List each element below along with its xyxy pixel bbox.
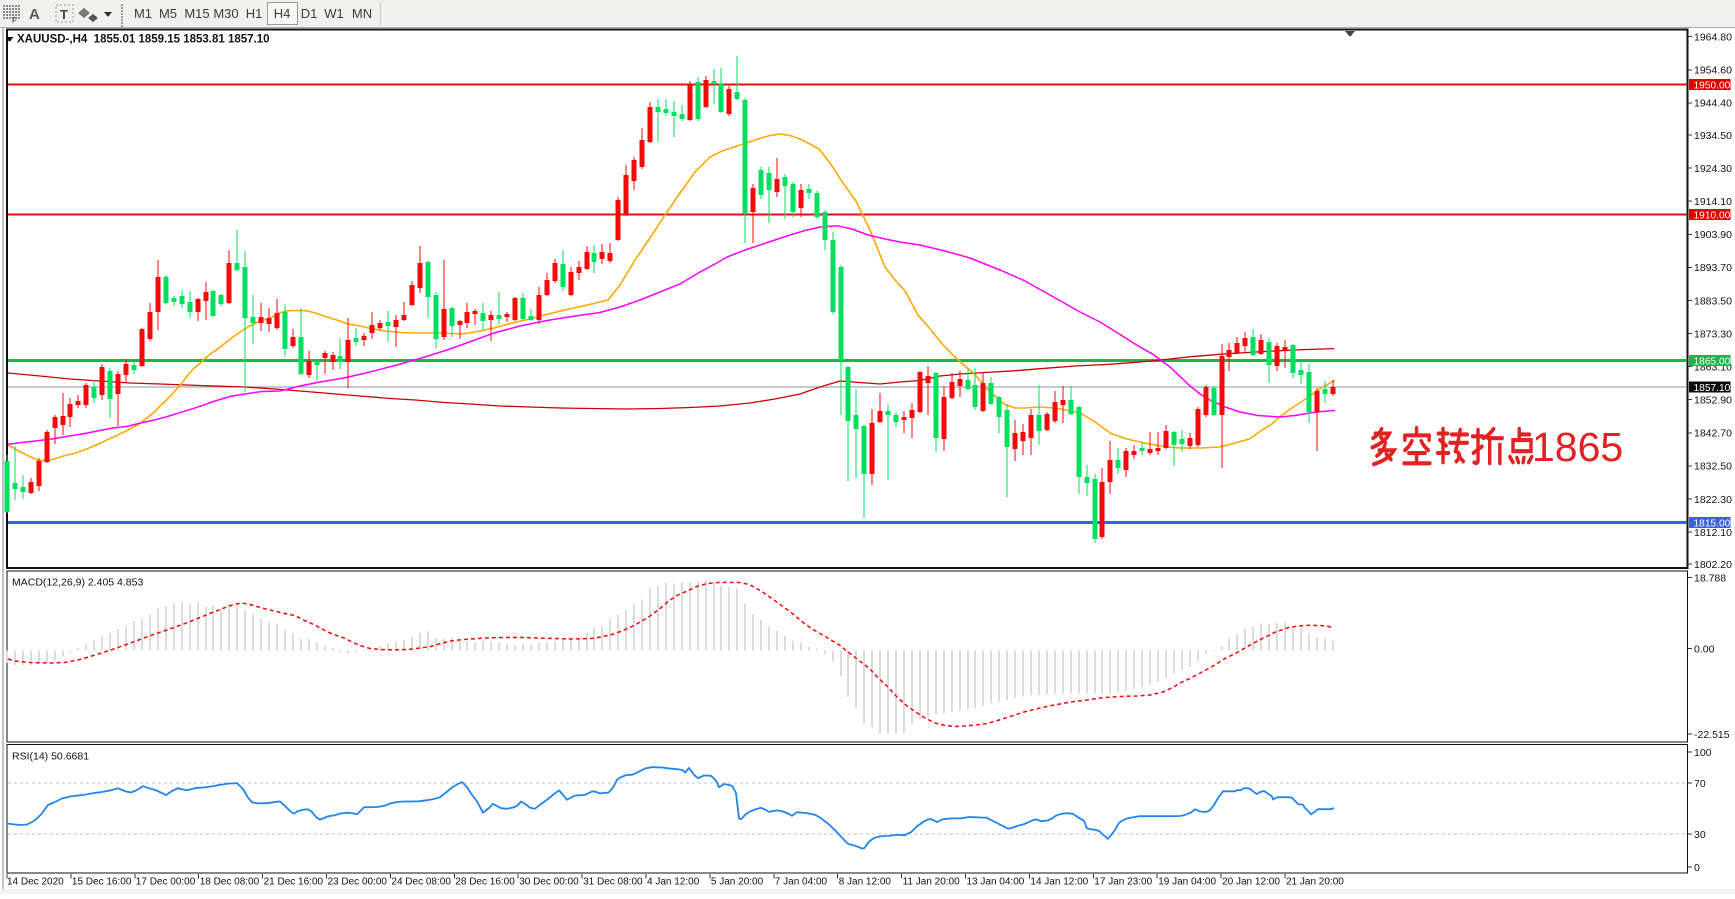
svg-text:15 Dec 16:00: 15 Dec 16:00 <box>72 877 132 888</box>
svg-text:100: 100 <box>1694 747 1712 759</box>
svg-text:M30: M30 <box>213 6 238 21</box>
svg-text:M15: M15 <box>184 6 209 21</box>
svg-text:1924.30: 1924.30 <box>1694 163 1732 175</box>
svg-text:1964.80: 1964.80 <box>1694 32 1732 44</box>
svg-text:MN: MN <box>352 6 372 21</box>
svg-text:1832.50: 1832.50 <box>1694 461 1732 473</box>
svg-text:19 Jan 04:00: 19 Jan 04:00 <box>1158 877 1216 888</box>
svg-text:D1: D1 <box>301 6 318 21</box>
svg-text:11 Jan 20:00: 11 Jan 20:00 <box>903 877 961 888</box>
svg-text:H1: H1 <box>246 6 263 21</box>
svg-text:RSI(14) 50.6681: RSI(14) 50.6681 <box>12 751 89 763</box>
svg-text:M1: M1 <box>134 6 152 21</box>
svg-text:M5: M5 <box>159 6 177 21</box>
svg-text:0: 0 <box>1694 862 1700 874</box>
svg-text:31 Dec 08:00: 31 Dec 08:00 <box>583 877 643 888</box>
svg-text:A: A <box>29 6 40 23</box>
svg-text:1934.50: 1934.50 <box>1694 130 1732 142</box>
svg-text:1822.30: 1822.30 <box>1694 494 1732 506</box>
svg-text:1802.20: 1802.20 <box>1694 559 1732 571</box>
svg-text:30: 30 <box>1694 829 1706 841</box>
svg-text:70: 70 <box>1694 778 1706 790</box>
svg-text:5 Jan 20:00: 5 Jan 20:00 <box>711 877 764 888</box>
svg-text:1883.50: 1883.50 <box>1694 295 1732 307</box>
svg-text:18.788: 18.788 <box>1694 572 1726 584</box>
svg-text:0.00: 0.00 <box>1694 643 1715 655</box>
svg-text:24 Dec 08:00: 24 Dec 08:00 <box>391 877 451 888</box>
svg-text:1842.70: 1842.70 <box>1694 428 1732 440</box>
svg-text:MACD(12,26,9) 2.405 4.853: MACD(12,26,9) 2.405 4.853 <box>12 577 143 589</box>
svg-text:20 Jan 12:00: 20 Jan 12:00 <box>1222 877 1280 888</box>
svg-text:14 Dec 2020: 14 Dec 2020 <box>7 877 64 888</box>
svg-text:1954.60: 1954.60 <box>1694 65 1732 77</box>
svg-text:-22.515: -22.515 <box>1694 729 1730 741</box>
svg-text:1910.00: 1910.00 <box>1694 211 1731 222</box>
svg-text:17 Jan 23:00: 17 Jan 23:00 <box>1094 877 1152 888</box>
svg-text:W1: W1 <box>324 6 344 21</box>
svg-text:17 Dec 00:00: 17 Dec 00:00 <box>136 877 196 888</box>
svg-text:1865.00: 1865.00 <box>1694 356 1731 367</box>
svg-text:23 Dec 00:00: 23 Dec 00:00 <box>328 877 388 888</box>
svg-text:13 Jan 04:00: 13 Jan 04:00 <box>967 877 1025 888</box>
svg-text:4 Jan 12:00: 4 Jan 12:00 <box>647 877 700 888</box>
svg-text:1944.40: 1944.40 <box>1694 98 1732 110</box>
svg-text:T: T <box>60 7 68 22</box>
svg-text:F: F <box>12 16 17 25</box>
svg-text:H4: H4 <box>274 6 291 21</box>
svg-text:30 Dec 00:00: 30 Dec 00:00 <box>519 877 579 888</box>
svg-text:28 Dec 16:00: 28 Dec 16:00 <box>455 877 515 888</box>
svg-text:7 Jan 04:00: 7 Jan 04:00 <box>775 877 828 888</box>
svg-text:8 Jan 12:00: 8 Jan 12:00 <box>839 877 892 888</box>
svg-text:1852.90: 1852.90 <box>1694 395 1732 407</box>
svg-text:14 Jan 12:00: 14 Jan 12:00 <box>1030 877 1088 888</box>
svg-text:1903.90: 1903.90 <box>1694 229 1732 241</box>
svg-text:1815.00: 1815.00 <box>1694 518 1731 529</box>
svg-text:1812.10: 1812.10 <box>1694 527 1732 539</box>
svg-text:18 Dec 08:00: 18 Dec 08:00 <box>200 877 260 888</box>
svg-text:21 Dec 16:00: 21 Dec 16:00 <box>264 877 324 888</box>
svg-text:1893.70: 1893.70 <box>1694 262 1732 274</box>
svg-text:XAUUSD-,H4 1855.01 1859.15 18: XAUUSD-,H4 1855.01 1859.15 1853.81 1857.… <box>17 34 270 46</box>
svg-text:21 Jan 20:00: 21 Jan 20:00 <box>1286 877 1344 888</box>
svg-text:1914.10: 1914.10 <box>1694 196 1732 208</box>
svg-text:1857.10: 1857.10 <box>1694 383 1731 394</box>
svg-text:1873.30: 1873.30 <box>1694 328 1732 340</box>
svg-text:1950.00: 1950.00 <box>1694 81 1731 92</box>
svg-text:1865: 1865 <box>1532 424 1623 470</box>
